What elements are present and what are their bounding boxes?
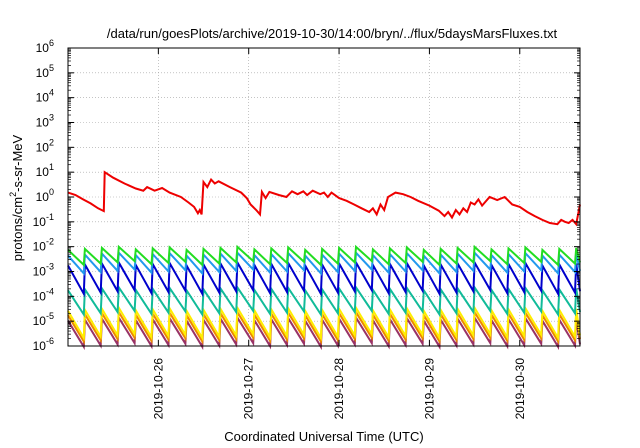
y-tick-label: 10-2 bbox=[33, 237, 54, 254]
series-line bbox=[67, 308, 581, 345]
x-axis-label: Coordinated Universal Time (UTC) bbox=[224, 429, 423, 444]
y-tick-label-exp: 2 bbox=[49, 137, 54, 147]
y-tick-label-base: 10 bbox=[33, 215, 47, 229]
y-tick-label-base: 10 bbox=[36, 41, 50, 55]
series-line bbox=[67, 244, 581, 268]
y-tick-label: 106 bbox=[36, 38, 54, 55]
y-tick-label-exp: 4 bbox=[49, 88, 54, 98]
x-tick-label: 2019-10-27 bbox=[242, 358, 256, 420]
y-tick-label: 103 bbox=[36, 113, 54, 130]
x-tick-label: 2019-10-29 bbox=[422, 358, 436, 420]
y-axis-label-sup: 2 bbox=[8, 192, 18, 197]
y-tick-label-exp: 3 bbox=[49, 113, 54, 123]
y-tick-label-base: 10 bbox=[36, 190, 50, 204]
y-tick-label-exp: 1 bbox=[49, 162, 54, 172]
series-line bbox=[67, 250, 581, 276]
x-tick-label: 2019-10-28 bbox=[332, 358, 346, 420]
y-tick-labels: 10-610-510-410-310-210-11001011021031041… bbox=[33, 38, 54, 353]
y-tick-label-exp: -6 bbox=[46, 336, 54, 346]
y-tick-label-base: 10 bbox=[33, 289, 47, 303]
ticks bbox=[68, 47, 580, 347]
x-tick-labels: 2019-10-26 2019-10-27 2019-10-28 2019-10-29… bbox=[151, 358, 526, 420]
y-tick-label-exp: 0 bbox=[49, 187, 54, 197]
x-tick-label: 2019-10-30 bbox=[513, 358, 527, 420]
y-axis-label: protons/cm2-s-sr-MeV bbox=[8, 134, 25, 261]
y-axis-label-base: protons/cm bbox=[10, 197, 25, 261]
y-tick-label-exp: -4 bbox=[46, 286, 54, 296]
y-tick-label-base: 10 bbox=[36, 165, 50, 179]
series-line bbox=[67, 258, 581, 298]
y-tick-label-exp: 5 bbox=[49, 63, 54, 73]
y-tick-label: 10-3 bbox=[33, 262, 54, 279]
y-tick-label: 10-4 bbox=[33, 286, 54, 303]
series-line bbox=[67, 314, 581, 351]
series-line bbox=[67, 170, 581, 227]
y-tick-label: 104 bbox=[36, 88, 54, 105]
series-line bbox=[67, 304, 581, 342]
chart-title: /data/run/goesPlots/archive/2019-10-30/1… bbox=[107, 26, 558, 41]
y-tick-label-exp: -5 bbox=[46, 311, 54, 321]
y-axis-label-rest: -s-sr-MeV bbox=[10, 134, 25, 191]
y-tick-label: 10-1 bbox=[33, 212, 54, 229]
y-tick-label: 101 bbox=[36, 162, 54, 179]
y-tick-label-exp: 6 bbox=[49, 38, 54, 48]
y-tick-label-exp: -3 bbox=[46, 262, 54, 272]
y-tick-label-base: 10 bbox=[33, 339, 47, 353]
y-tick-label-exp: -1 bbox=[46, 212, 54, 222]
y-tick-label: 102 bbox=[36, 137, 54, 154]
y-tick-label-base: 10 bbox=[33, 265, 47, 279]
y-tick-label-base: 10 bbox=[36, 91, 50, 105]
y-tick-label-base: 10 bbox=[33, 240, 47, 254]
y-tick-label-exp: -2 bbox=[46, 237, 54, 247]
series-layer bbox=[67, 170, 581, 351]
y-tick-label: 100 bbox=[36, 187, 54, 204]
x-tick-label: 2019-10-26 bbox=[151, 358, 165, 420]
y-tick-label: 10-6 bbox=[33, 336, 54, 353]
y-tick-label-base: 10 bbox=[36, 140, 50, 154]
y-tick-label: 105 bbox=[36, 63, 54, 80]
y-tick-label-base: 10 bbox=[36, 116, 50, 130]
y-tick-label: 10-5 bbox=[33, 311, 54, 328]
series-line bbox=[67, 284, 581, 318]
y-tick-label-base: 10 bbox=[36, 66, 50, 80]
y-tick-label-base: 10 bbox=[33, 314, 47, 328]
